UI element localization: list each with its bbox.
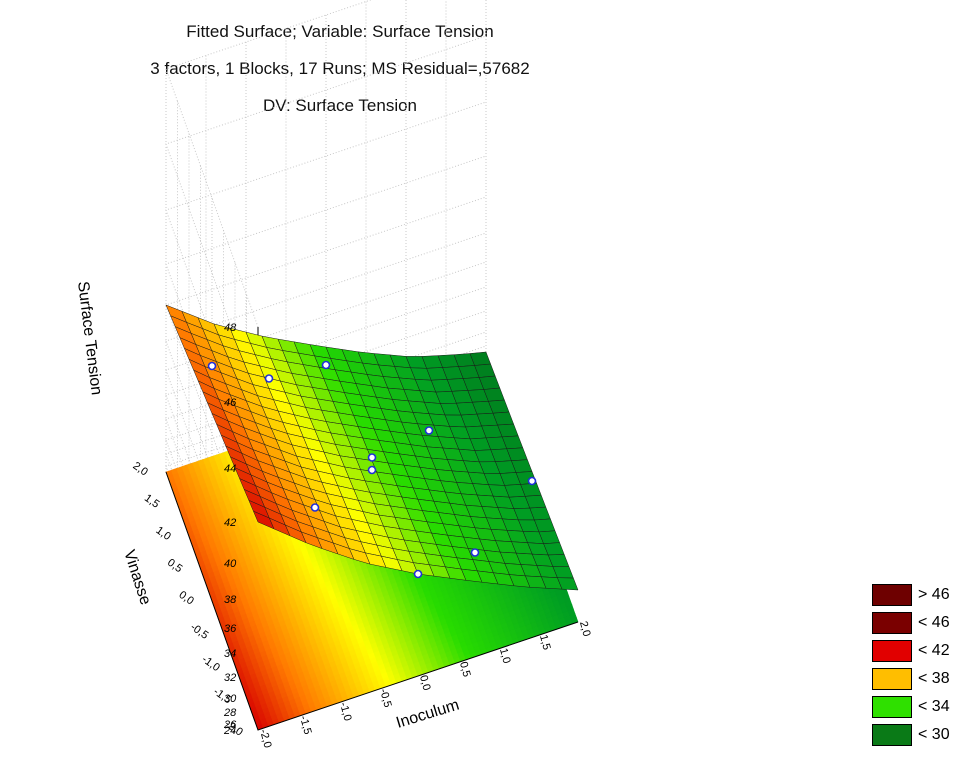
z-tick-label: 28 <box>223 707 237 719</box>
observed-points <box>207 360 537 579</box>
wall-gridline <box>165 286 487 654</box>
chart-dv-label: DV: Surface Tension <box>262 96 418 115</box>
fitted-surface <box>165 304 579 591</box>
x-tick-label: 0,0 <box>417 674 433 692</box>
observed-point <box>470 548 480 557</box>
z-tick-label: 42 <box>224 517 236 529</box>
x-tick-label: -1,0 <box>337 701 354 722</box>
legend-label: < 30 <box>918 726 950 743</box>
legend-swatch <box>872 696 912 718</box>
legend: > 46 < 46 < 42 < 38 < 34 < 30 <box>872 581 950 749</box>
legend-swatch <box>872 724 912 746</box>
y-tick-label: 2,0 <box>131 460 150 479</box>
x-tick-label: -0,5 <box>377 687 394 708</box>
z-tick-label: 48 <box>224 322 237 334</box>
z-tick-label: 38 <box>224 594 237 606</box>
x-tick-label: 2,0 <box>577 620 593 638</box>
legend-swatch <box>872 584 912 606</box>
legend-label: < 34 <box>918 698 950 715</box>
z-tick-label: 32 <box>224 672 236 684</box>
z-tick-label: 30 <box>224 693 237 705</box>
wall-gridline <box>165 331 487 699</box>
observed-point <box>310 503 320 512</box>
y-tick-label: 0,0 <box>177 589 196 608</box>
y-tick-label: -1,0 <box>200 653 222 674</box>
legend-swatch <box>872 640 912 662</box>
legend-item: > 46 <box>872 581 950 609</box>
z-tick-label: 34 <box>224 648 236 660</box>
observed-point <box>424 426 434 435</box>
z-tick-label: 46 <box>224 397 237 409</box>
legend-swatch <box>872 612 912 634</box>
y-tick-label: 1,0 <box>154 524 173 543</box>
legend-label: < 46 <box>918 614 950 631</box>
legend-item: < 38 <box>872 665 950 693</box>
y-axis-title: Vinasse <box>120 548 154 607</box>
x-tick-label: 1,5 <box>537 633 553 651</box>
wall-gridline <box>165 310 487 678</box>
floor-axis-lines <box>165 471 579 731</box>
z-axis-title: Surface Tension <box>74 280 105 396</box>
y-tick-label: -0,5 <box>188 621 210 642</box>
wall-gridline <box>165 232 487 600</box>
legend-item: < 30 <box>872 721 950 749</box>
legend-label: > 46 <box>918 586 950 603</box>
observed-point <box>264 374 274 383</box>
legend-item: < 34 <box>872 693 950 721</box>
legend-item: < 46 <box>872 609 950 637</box>
x-tick-label: 0,5 <box>457 660 473 678</box>
x-tick-label: -2,0 <box>257 728 274 749</box>
chart-subtitle: 3 factors, 1 Blocks, 17 Runs; MS Residua… <box>150 59 530 78</box>
observed-point <box>321 360 331 370</box>
observed-point <box>207 361 217 371</box>
legend-swatch <box>872 668 912 690</box>
z-tick-label: 40 <box>224 558 237 570</box>
observed-point <box>527 476 537 486</box>
observed-point <box>367 453 377 462</box>
observed-point <box>367 465 377 475</box>
z-tick-label: 26 <box>223 719 237 731</box>
legend-item: < 42 <box>872 637 950 665</box>
z-tick-label: 36 <box>224 623 237 635</box>
z-tick-label: 24 <box>223 725 236 737</box>
y-tick-label: 0,5 <box>165 557 184 576</box>
z-tick-label: 44 <box>224 463 236 475</box>
x-axis-title: Inoculum <box>394 697 461 732</box>
legend-label: < 42 <box>918 642 950 659</box>
surface-cell <box>557 577 579 591</box>
x-tick-label: -1,5 <box>297 714 314 735</box>
x-tick-label: 1,0 <box>497 647 513 665</box>
y-tick-label: 1,5 <box>142 492 161 511</box>
observed-point <box>413 569 423 579</box>
chart-title: Fitted Surface; Variable: Surface Tensio… <box>186 22 494 41</box>
legend-label: < 38 <box>918 670 950 687</box>
